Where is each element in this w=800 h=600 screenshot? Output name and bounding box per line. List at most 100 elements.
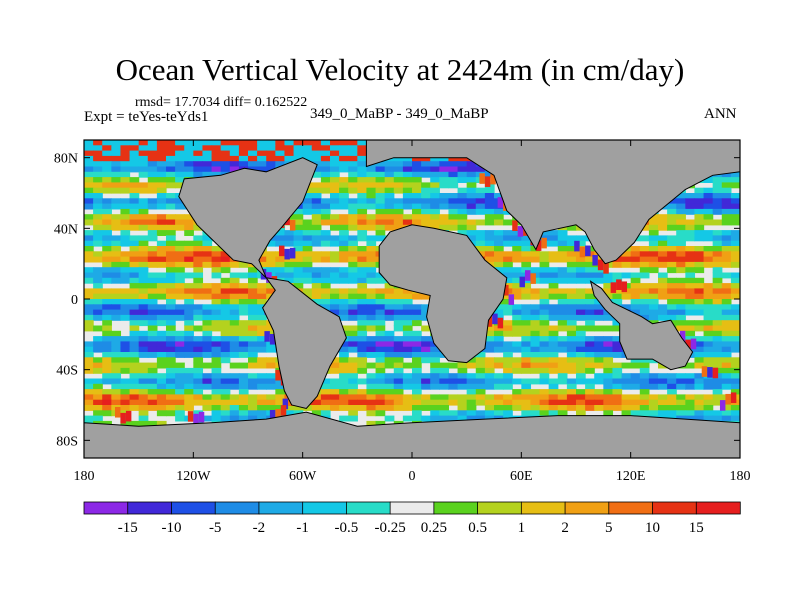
field-cell: [384, 357, 395, 364]
field-cell: [84, 405, 94, 411]
field-cell: [566, 399, 577, 406]
field-cell: [384, 283, 395, 289]
field-cell: [156, 256, 167, 263]
field-cell: [730, 336, 740, 342]
field-cell: [375, 352, 386, 358]
field-cell: [466, 166, 477, 173]
field-cell: [484, 203, 495, 210]
field-cell: [667, 198, 677, 205]
field-cell: [658, 224, 668, 231]
field-cell: [566, 394, 577, 401]
field-cell: [266, 261, 276, 268]
field-cell: [557, 240, 568, 247]
field-cell: [156, 330, 167, 337]
field-cell: [102, 320, 112, 327]
field-cell: [111, 140, 122, 146]
field-cell: [721, 299, 732, 305]
field-cell: [512, 288, 522, 295]
field-cell: [384, 405, 395, 411]
field-cell: [667, 235, 677, 242]
field-cell: [366, 240, 377, 247]
field-cell: [448, 219, 459, 226]
coastal-cell: [284, 248, 290, 260]
field-cell: [166, 410, 176, 417]
field-cell: [220, 357, 231, 364]
field-cell: [639, 256, 650, 263]
field-cell: [348, 219, 358, 226]
field-cell: [667, 283, 677, 289]
field-cell: [129, 399, 140, 406]
field-cell: [138, 346, 149, 353]
field-cell: [138, 330, 149, 337]
field-cell: [521, 267, 532, 274]
field-cell: [557, 304, 568, 311]
field-cell: [402, 304, 413, 311]
field-cell: [648, 304, 659, 311]
field-cell: [439, 177, 450, 183]
field-cell: [248, 362, 258, 369]
field-cell: [457, 405, 468, 411]
field-cell: [120, 187, 131, 194]
field-cell: [238, 309, 249, 316]
field-cell: [366, 346, 377, 353]
field-cell: [320, 219, 331, 226]
field-cell: [138, 314, 149, 321]
coastal-cell: [517, 226, 524, 237]
field-cell: [703, 352, 714, 358]
field-cell: [220, 405, 231, 411]
field-cell: [84, 277, 94, 284]
field-cell: [357, 177, 368, 183]
colorbar-swatch: [520, 501, 566, 515]
field-cell: [676, 405, 686, 411]
field-cell: [594, 394, 604, 401]
field-cell: [494, 230, 504, 236]
field-cell: [566, 251, 577, 258]
field-cell: [257, 325, 267, 332]
field-cell: [184, 304, 194, 311]
field-cell: [248, 293, 258, 300]
field-cell: [639, 246, 650, 252]
field-cell: [721, 367, 732, 374]
field-cell: [366, 293, 377, 300]
field-cell: [275, 399, 286, 406]
field-cell: [384, 346, 395, 353]
field-cell: [557, 394, 568, 401]
field-cell: [339, 224, 349, 231]
field-cell: [138, 246, 149, 252]
field-cell: [566, 224, 577, 231]
field-cell: [512, 293, 522, 300]
field-cell: [630, 383, 641, 390]
field-cell: [694, 346, 705, 353]
field-cell: [594, 304, 604, 311]
field-cell: [111, 309, 122, 316]
field-cell: [211, 288, 222, 295]
field-cell: [676, 309, 686, 316]
x-tick-label: 120W: [176, 469, 211, 484]
field-cell: [330, 357, 340, 364]
field-cell: [320, 145, 331, 152]
field-cell: [257, 341, 267, 348]
field-cell: [475, 246, 486, 252]
field-cell: [275, 145, 286, 152]
field-cell: [93, 251, 103, 258]
field-cell: [557, 357, 568, 364]
field-cell: [93, 304, 103, 311]
field-cell: [612, 336, 623, 342]
field-cell: [175, 288, 185, 295]
field-cell: [703, 251, 714, 258]
field-cell: [238, 140, 249, 146]
field-cell: [111, 293, 122, 300]
field-cell: [111, 299, 122, 305]
field-cell: [566, 288, 577, 295]
field-cell: [357, 140, 368, 146]
field-cell: [548, 309, 559, 316]
field-cell: [293, 230, 304, 236]
field-cell: [393, 346, 404, 353]
field-cell: [421, 394, 431, 401]
field-cell: [512, 277, 522, 284]
field-cell: [238, 150, 249, 157]
field-cell: [93, 341, 103, 348]
field-cell: [357, 235, 368, 242]
field-cell: [457, 378, 468, 385]
field-cell: [621, 362, 632, 369]
